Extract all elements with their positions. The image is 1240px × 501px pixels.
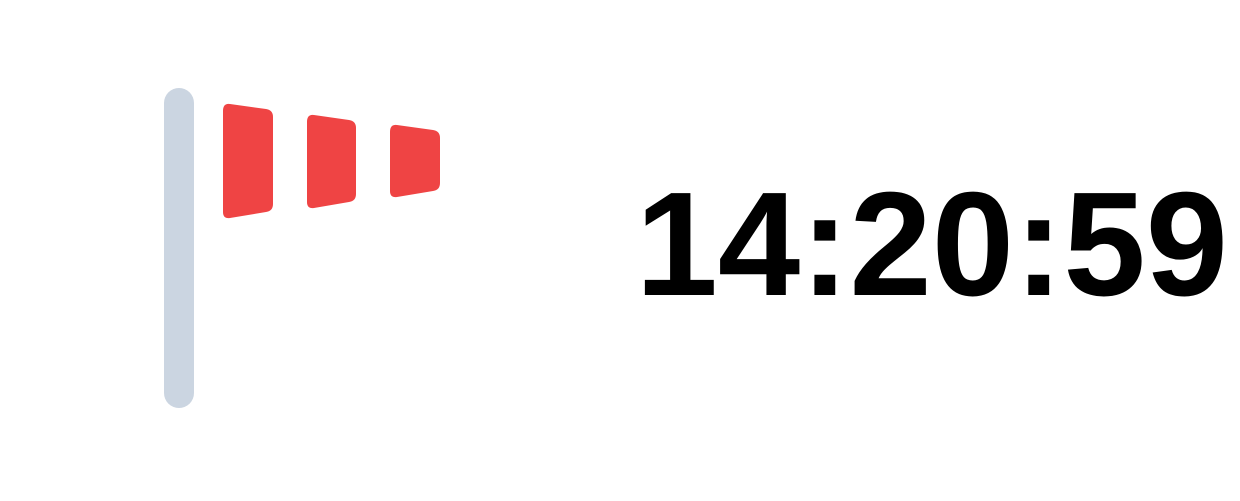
windsock-icon — [164, 88, 440, 408]
windsock-segment-1 — [223, 103, 273, 219]
windsock-segment-2 — [307, 114, 356, 209]
windsock-pole — [164, 88, 194, 408]
windsock-segment-3 — [390, 124, 440, 198]
clock-time: 14:20:59 — [635, 162, 1228, 327]
